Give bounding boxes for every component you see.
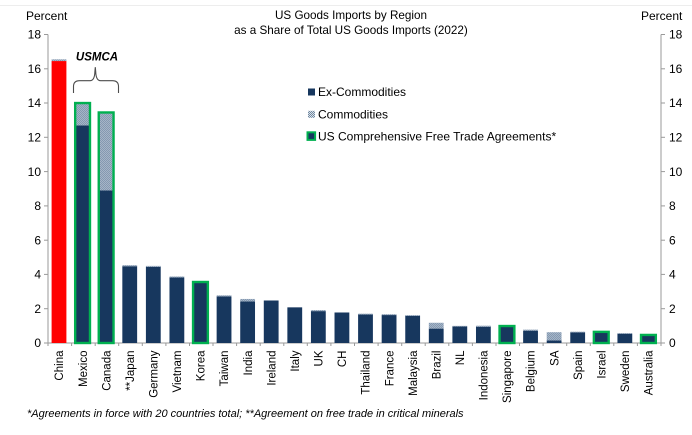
svg-text:12: 12 — [28, 131, 42, 145]
svg-text:2: 2 — [669, 302, 676, 316]
svg-text:10: 10 — [669, 165, 683, 179]
svg-text:CH: CH — [337, 351, 349, 368]
svg-text:Percent: Percent — [641, 9, 683, 23]
svg-text:SA: SA — [549, 350, 561, 366]
svg-text:Mexico: Mexico — [78, 351, 90, 387]
svg-text:Thailand: Thailand — [361, 351, 373, 395]
svg-text:Ireland: Ireland — [266, 351, 278, 386]
svg-text:4: 4 — [34, 268, 41, 282]
svg-text:China: China — [54, 350, 66, 381]
svg-text:Singapore: Singapore — [502, 351, 514, 403]
svg-text:18: 18 — [669, 28, 683, 42]
svg-text:Italy: Italy — [290, 350, 302, 371]
svg-text:Ex-Commodities: Ex-Commodities — [318, 85, 406, 99]
svg-text:14: 14 — [28, 96, 42, 110]
svg-text:as a Share of Total US Goods I: as a Share of Total US Goods Imports (20… — [234, 24, 468, 37]
svg-text:18: 18 — [28, 28, 42, 42]
svg-text:Indonesia: Indonesia — [479, 350, 491, 400]
svg-text:France: France — [384, 351, 396, 387]
svg-text:4: 4 — [669, 268, 676, 282]
svg-text:16: 16 — [669, 62, 683, 76]
svg-text:Vietnam: Vietnam — [172, 351, 184, 393]
svg-text:Percent: Percent — [26, 9, 68, 23]
svg-text:2: 2 — [34, 302, 41, 316]
svg-text:16: 16 — [28, 62, 42, 76]
svg-text:*Agreements in force with 20 c: *Agreements in force with 20 countries t… — [27, 408, 464, 420]
svg-text:US Goods Imports by Region: US Goods Imports by Region — [275, 9, 427, 22]
svg-text:**Japan: **Japan — [125, 351, 137, 391]
svg-text:14: 14 — [669, 96, 683, 110]
svg-text:Commodities: Commodities — [318, 107, 388, 121]
svg-text:10: 10 — [28, 165, 42, 179]
svg-text:Taiwan: Taiwan — [219, 351, 231, 387]
svg-text:8: 8 — [669, 199, 676, 213]
svg-text:6: 6 — [669, 233, 676, 247]
svg-text:Israel: Israel — [596, 351, 608, 379]
svg-text:UK: UK — [314, 350, 326, 366]
svg-text:Canada: Canada — [101, 350, 113, 391]
svg-text:Brazil: Brazil — [431, 351, 443, 380]
svg-text:0: 0 — [669, 336, 676, 350]
svg-text:Sweden: Sweden — [620, 351, 632, 393]
svg-text:Australia: Australia — [644, 350, 656, 395]
svg-text:Korea: Korea — [196, 350, 208, 381]
svg-text:Malaysia: Malaysia — [408, 350, 420, 396]
svg-text:8: 8 — [34, 199, 41, 213]
svg-text:Spain: Spain — [573, 351, 585, 380]
svg-text:Belgium: Belgium — [526, 351, 538, 393]
svg-text:6: 6 — [34, 233, 41, 247]
svg-text:USMCA: USMCA — [76, 52, 118, 64]
svg-text:NL: NL — [455, 350, 467, 365]
svg-text:0: 0 — [34, 336, 41, 350]
svg-text:US Comprehensive Free Trade Ag: US Comprehensive Free Trade Agreements* — [318, 130, 556, 144]
svg-text:Germany: Germany — [149, 350, 161, 398]
svg-text:12: 12 — [669, 131, 683, 145]
svg-text:India: India — [243, 350, 255, 376]
